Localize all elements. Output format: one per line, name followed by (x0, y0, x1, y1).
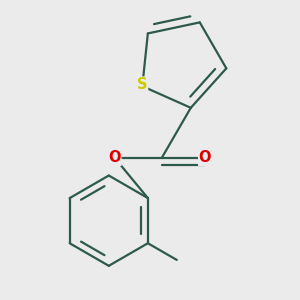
Text: S: S (137, 77, 148, 92)
Text: O: O (199, 150, 211, 165)
Text: O: O (108, 150, 121, 165)
